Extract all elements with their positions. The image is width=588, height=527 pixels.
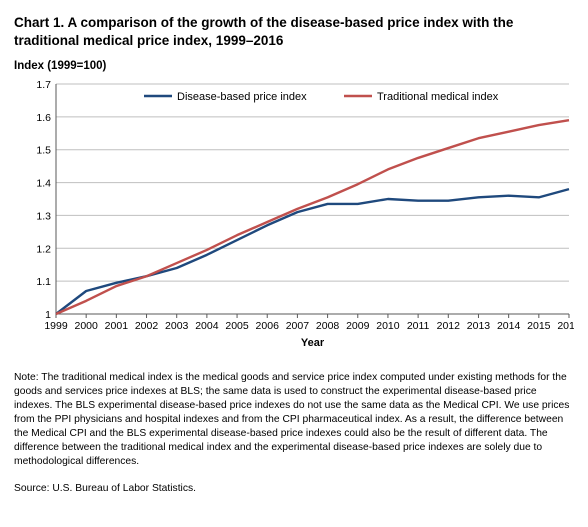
svg-text:2015: 2015 bbox=[527, 320, 551, 332]
svg-text:2011: 2011 bbox=[407, 320, 430, 332]
svg-text:1.6: 1.6 bbox=[36, 112, 51, 124]
svg-text:Disease-based price index: Disease-based price index bbox=[177, 91, 307, 103]
chart-note: Note: The traditional medical index is t… bbox=[14, 371, 574, 468]
svg-text:1.2: 1.2 bbox=[36, 244, 51, 256]
svg-text:2005: 2005 bbox=[225, 320, 249, 332]
svg-text:2010: 2010 bbox=[376, 320, 400, 332]
svg-text:2004: 2004 bbox=[195, 320, 219, 332]
y-axis-title: Index (1999=100) bbox=[14, 60, 574, 72]
svg-text:2006: 2006 bbox=[256, 320, 280, 332]
line-chart-svg: 11.11.21.31.41.51.61.7199920002001200220… bbox=[14, 74, 574, 354]
svg-text:2012: 2012 bbox=[437, 320, 461, 332]
svg-text:2000: 2000 bbox=[74, 320, 98, 332]
svg-text:1.3: 1.3 bbox=[36, 211, 51, 223]
svg-text:Year: Year bbox=[301, 337, 325, 349]
svg-text:2008: 2008 bbox=[316, 320, 340, 332]
svg-text:1.5: 1.5 bbox=[36, 145, 51, 157]
svg-text:1.7: 1.7 bbox=[36, 79, 51, 91]
svg-text:2003: 2003 bbox=[165, 320, 189, 332]
svg-text:2002: 2002 bbox=[135, 320, 159, 332]
svg-text:2007: 2007 bbox=[286, 320, 310, 332]
svg-text:2001: 2001 bbox=[105, 320, 129, 332]
chart-area: 11.11.21.31.41.51.61.7199920002001200220… bbox=[14, 74, 574, 359]
svg-text:1999: 1999 bbox=[44, 320, 68, 332]
svg-text:2013: 2013 bbox=[467, 320, 491, 332]
svg-text:2016: 2016 bbox=[557, 320, 574, 332]
svg-text:2014: 2014 bbox=[497, 320, 521, 332]
svg-text:1.1: 1.1 bbox=[36, 277, 51, 289]
svg-text:2009: 2009 bbox=[346, 320, 370, 332]
svg-text:Traditional medical index: Traditional medical index bbox=[377, 91, 499, 103]
chart-title: Chart 1. A comparison of the growth of t… bbox=[14, 14, 574, 50]
svg-text:1.4: 1.4 bbox=[36, 178, 51, 190]
chart-source: Source: U.S. Bureau of Labor Statistics. bbox=[14, 483, 574, 494]
